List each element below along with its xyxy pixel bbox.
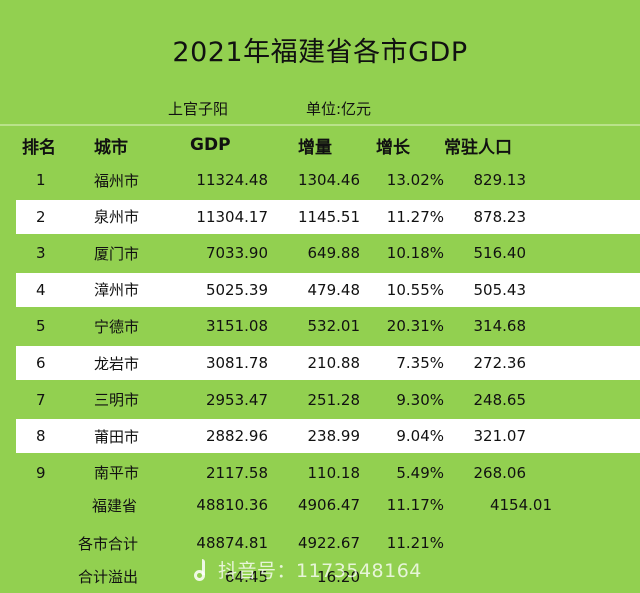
author-label: 上官子阳 — [168, 100, 229, 118]
province-increase: 4906.47 — [297, 496, 360, 514]
growth-cell: 10.18% — [386, 244, 444, 263]
growth-cell: 13.02% — [386, 171, 444, 189]
increase-cell: 238.99 — [307, 427, 361, 446]
rank-cell: 1 — [36, 171, 46, 189]
city-cell: 宁德市 — [94, 317, 140, 336]
population-cell: 829.13 — [473, 171, 527, 189]
city-cell: 三明市 — [94, 391, 140, 410]
city-sum-row: 各市合计 48874.81 4922.67 11.21% — [0, 525, 640, 561]
increase-cell: 479.48 — [307, 280, 361, 299]
overflow-row: 合计溢出 64.45 16.20 — [0, 560, 640, 593]
growth-cell: 9.30% — [396, 390, 444, 409]
growth-cell: 20.31% — [386, 317, 444, 336]
overflow-increase: 16.20 — [317, 567, 360, 586]
table-row: 8 莆田市 2882.96 238.99 9.04% 321.07 — [16, 419, 640, 454]
table-row: 5 宁德市 3151.08 532.01 20.31% 314.68 — [0, 309, 640, 343]
rank-cell: 2 — [36, 207, 46, 226]
header-rank: 排名 — [22, 137, 56, 158]
growth-cell: 7.35% — [396, 354, 444, 372]
population-cell: 272.36 — [473, 354, 527, 372]
header-population: 常驻人口 — [444, 137, 512, 158]
province-total-row: 福建省 48810.36 4906.47 11.17% 4154.01 — [0, 487, 640, 523]
gdp-cell: 11304.17 — [196, 207, 268, 226]
population-cell: 321.07 — [473, 427, 527, 446]
table-row: 9 南平市 2117.58 110.18 5.49% 268.06 — [0, 456, 640, 490]
population-cell: 268.06 — [473, 463, 527, 482]
province-gdp: 48810.36 — [196, 496, 268, 514]
city-cell: 福州市 — [94, 171, 140, 190]
header-city: 城市 — [94, 137, 128, 158]
header-growth: 增长 — [376, 137, 410, 158]
gdp-cell: 2117.58 — [205, 463, 268, 482]
population-cell: 505.43 — [473, 280, 527, 299]
city-cell: 厦门市 — [94, 244, 140, 263]
city-cell: 龙岩市 — [94, 354, 140, 373]
table-row: 6 龙岩市 3081.78 210.88 7.35% 272.36 — [16, 346, 640, 380]
province-name: 福建省 — [92, 496, 138, 515]
gdp-cell: 7033.90 — [205, 244, 268, 263]
overflow-label: 合计溢出 — [78, 568, 139, 586]
population-cell: 878.23 — [473, 207, 527, 226]
gdp-cell: 11324.48 — [196, 171, 268, 189]
increase-cell: 251.28 — [307, 390, 361, 409]
gdp-cell: 5025.39 — [205, 280, 268, 299]
increase-cell: 1304.46 — [297, 171, 360, 189]
table-row: 7 三明市 2953.47 251.28 9.30% 248.65 — [0, 383, 640, 417]
gdp-cell: 2953.47 — [205, 390, 268, 409]
province-growth: 11.17% — [386, 496, 444, 514]
header-gdp: GDP — [190, 135, 231, 155]
increase-cell: 649.88 — [307, 244, 361, 263]
rank-cell: 4 — [36, 280, 46, 299]
increase-cell: 1145.51 — [297, 207, 360, 226]
tiktok-icon — [192, 558, 210, 581]
gdp-cell: 3081.78 — [205, 354, 268, 372]
overflow-gdp: 64.45 — [225, 567, 268, 586]
growth-cell: 9.04% — [396, 427, 444, 446]
city-sum-growth: 11.21% — [386, 534, 444, 552]
province-population: 4154.01 — [489, 496, 552, 514]
city-cell: 漳州市 — [94, 281, 140, 300]
growth-cell: 5.49% — [396, 463, 444, 482]
table-row: 2 泉州市 11304.17 1145.51 11.27% 878.23 — [16, 199, 640, 234]
increase-cell: 210.88 — [307, 354, 361, 372]
city-cell: 莆田市 — [94, 427, 140, 446]
table-row: 3 厦门市 7033.90 649.88 10.18% 516.40 — [0, 236, 640, 270]
increase-cell: 532.01 — [307, 317, 361, 336]
rank-cell: 8 — [36, 427, 46, 446]
city-sum-increase: 4922.67 — [297, 534, 360, 552]
unit-label: 单位:亿元 — [306, 100, 372, 118]
population-cell: 248.65 — [473, 390, 527, 409]
city-cell: 南平市 — [94, 464, 140, 483]
population-cell: 516.40 — [473, 244, 527, 263]
growth-cell: 11.27% — [386, 207, 444, 226]
city-cell: 泉州市 — [94, 208, 140, 227]
city-sum-gdp: 48874.81 — [196, 534, 268, 552]
increase-cell: 110.18 — [307, 463, 361, 482]
watermark: 抖音号：1173548164 — [192, 556, 422, 583]
rank-cell: 6 — [36, 354, 46, 372]
gdp-cell: 3151.08 — [205, 317, 268, 336]
rank-cell: 7 — [36, 390, 46, 409]
page-title: 2021年福建省各市GDP — [172, 37, 468, 68]
population-cell: 314.68 — [473, 317, 527, 336]
table-row: 1 福州市 11324.48 1304.46 13.02% 829.13 — [0, 163, 640, 197]
watermark-text: 抖音号：1173548164 — [218, 560, 422, 582]
gdp-cell: 2882.96 — [205, 427, 268, 446]
rank-cell: 9 — [36, 463, 46, 482]
growth-cell: 10.55% — [386, 280, 444, 299]
table-row: 4 漳州市 5025.39 479.48 10.55% 505.43 — [16, 272, 640, 307]
city-sum-label: 各市合计 — [78, 534, 139, 553]
rank-cell: 3 — [36, 244, 46, 263]
rank-cell: 5 — [36, 317, 46, 336]
table-header: 排名 城市 GDP 增量 增长 常驻人口 — [0, 124, 640, 164]
header-increase: 增量 — [298, 137, 332, 158]
